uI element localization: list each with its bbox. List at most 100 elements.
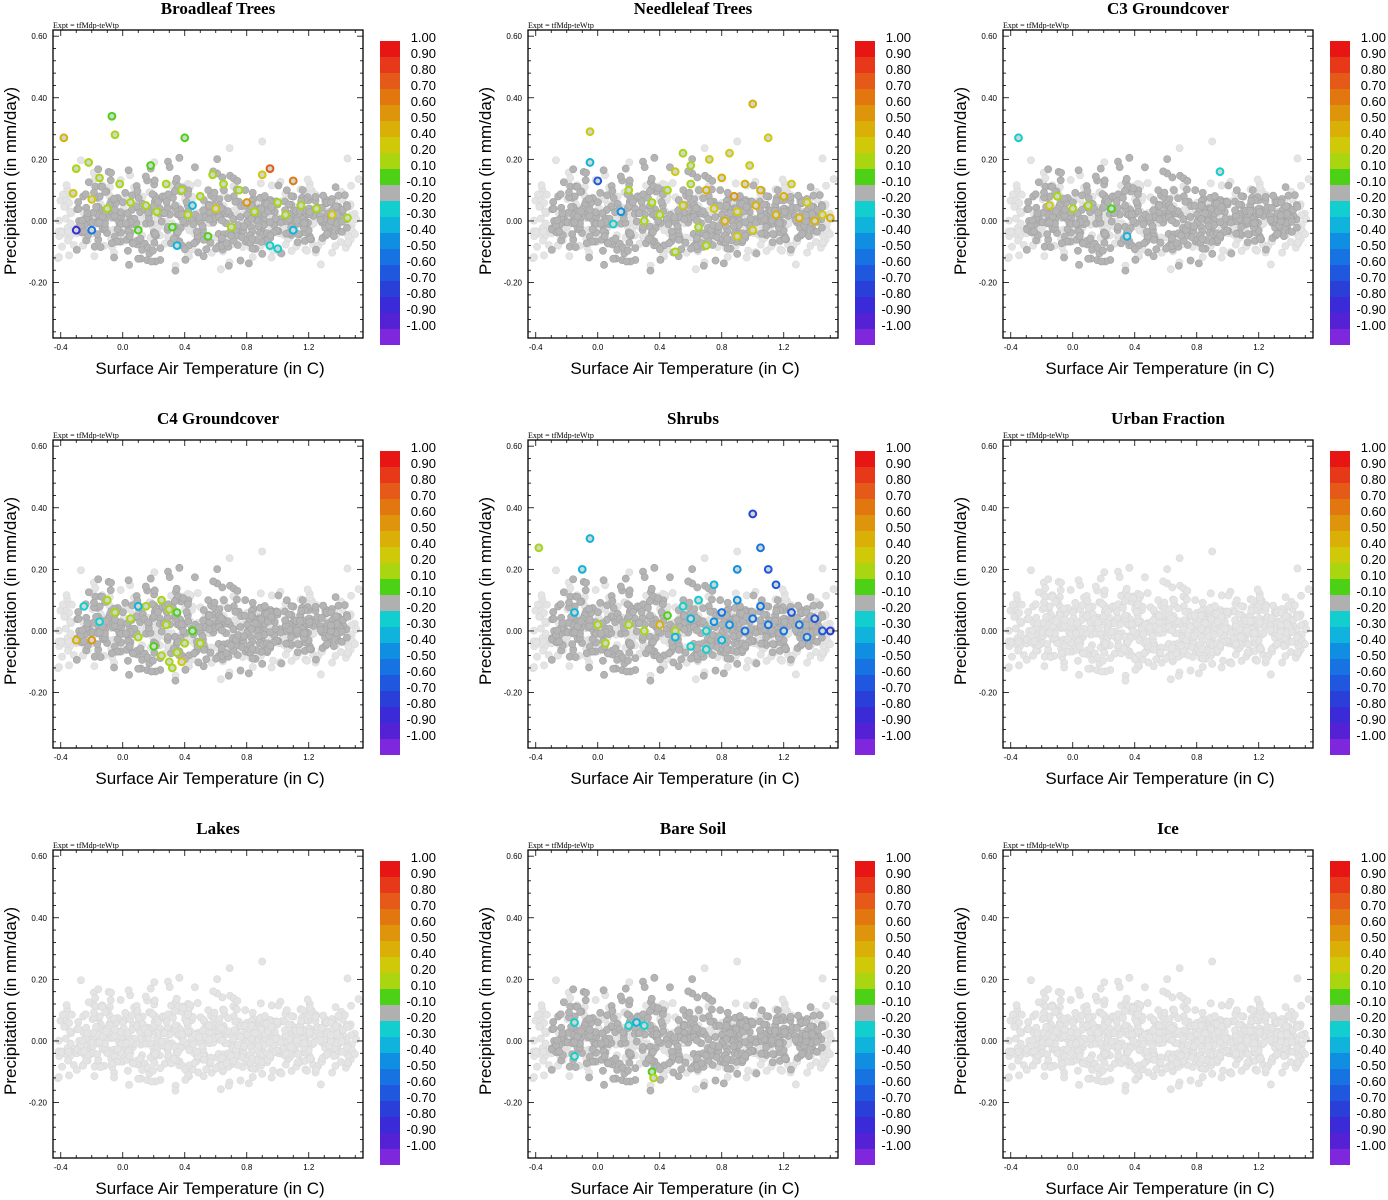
neutral-point xyxy=(1121,201,1129,210)
neutral-point xyxy=(141,172,150,181)
data-point xyxy=(71,225,81,235)
background-point xyxy=(818,154,827,163)
background-point xyxy=(1175,144,1184,152)
background-point xyxy=(60,202,69,211)
neutral-point xyxy=(129,649,137,658)
data-point xyxy=(585,127,595,137)
background-point xyxy=(552,156,560,165)
background-point xyxy=(267,591,276,600)
background-point xyxy=(541,629,550,638)
neutral-point xyxy=(199,662,208,671)
background-point xyxy=(540,661,548,670)
colorbar-swatch xyxy=(380,89,400,105)
neutral-point xyxy=(593,198,602,207)
neutral-point xyxy=(599,246,607,255)
neutral-point xyxy=(549,198,558,206)
neutral-point xyxy=(1044,165,1053,174)
data-point xyxy=(273,198,283,207)
neutral-point xyxy=(665,239,674,248)
colorbar-swatch xyxy=(380,217,400,233)
neutral-point xyxy=(1198,234,1207,243)
neutral-point xyxy=(1159,167,1168,176)
neutral-point xyxy=(599,166,608,175)
neutral-point xyxy=(1255,208,1264,216)
neutral-point xyxy=(107,239,116,248)
neutral-point xyxy=(1141,163,1149,172)
neutral-point xyxy=(217,626,226,635)
background-point xyxy=(778,585,787,594)
x-tick-label: 1.2 xyxy=(778,343,790,352)
data-point xyxy=(593,176,603,186)
neutral-point xyxy=(1104,198,1112,206)
neutral-point xyxy=(136,234,145,243)
data-point xyxy=(161,620,171,630)
colorbar-swatch xyxy=(1330,201,1350,217)
neutral-point xyxy=(1155,201,1164,210)
background-point xyxy=(539,227,548,236)
neutral-point xyxy=(181,255,190,264)
background-point xyxy=(532,638,541,647)
colorbar-swatch xyxy=(380,659,400,675)
neutral-point xyxy=(568,230,577,238)
data-point xyxy=(126,198,135,207)
background-point xyxy=(66,617,74,626)
colorbar-swatch xyxy=(855,153,875,169)
background-point xyxy=(1100,158,1109,167)
background-point xyxy=(1010,202,1019,211)
neutral-point xyxy=(218,234,226,243)
neutral-point xyxy=(146,574,155,583)
colorbar-swatch xyxy=(380,499,400,515)
background-point xyxy=(1255,183,1264,192)
neutral-point xyxy=(1197,215,1206,223)
colorbar-label: 0.90 xyxy=(1361,46,1386,61)
background-point xyxy=(744,246,752,255)
background-point xyxy=(267,253,276,262)
neutral-point xyxy=(818,202,827,211)
background-point xyxy=(822,181,830,190)
neutral-point xyxy=(646,266,655,275)
neutral-point xyxy=(1288,227,1296,236)
neutral-point xyxy=(222,649,231,658)
neutral-point xyxy=(726,209,735,218)
neutral-point xyxy=(806,593,815,601)
background-point xyxy=(791,260,800,269)
neutral-point xyxy=(775,219,784,228)
neutral-point xyxy=(1163,155,1172,164)
data-point xyxy=(729,191,739,201)
data-point xyxy=(751,201,761,210)
colorbar-swatch xyxy=(855,41,875,57)
data-point xyxy=(183,210,193,220)
neutral-point xyxy=(129,239,137,248)
y-tick-label: 0.40 xyxy=(506,94,522,103)
colorbar-swatch xyxy=(380,73,400,89)
background-point xyxy=(281,240,290,249)
neutral-point xyxy=(148,190,157,199)
colorbar-swatch xyxy=(1330,313,1350,329)
panel-title: Needleleaf Trees xyxy=(634,0,753,18)
neutral-point xyxy=(319,191,328,200)
neutral-point xyxy=(1106,244,1115,252)
background-point xyxy=(591,586,600,594)
x-tick-label: 0.8 xyxy=(241,753,253,762)
neutral-point xyxy=(599,576,608,585)
neutral-point xyxy=(813,227,821,236)
data-point xyxy=(802,198,812,207)
data-point xyxy=(763,133,773,143)
neutral-point xyxy=(157,217,166,226)
neutral-point xyxy=(635,209,644,217)
background-point xyxy=(723,663,732,671)
background-point xyxy=(537,591,546,599)
data-point xyxy=(585,158,595,167)
data-point xyxy=(172,648,182,657)
neutral-point xyxy=(1091,172,1100,181)
colorbar-swatch xyxy=(380,201,400,217)
x-tick-label: -0.4 xyxy=(529,343,543,352)
background-point xyxy=(742,591,751,600)
neutral-point xyxy=(1045,218,1054,227)
data-point xyxy=(68,188,78,198)
colorbar-label: -0.30 xyxy=(406,616,436,631)
background-point xyxy=(65,251,73,260)
neutral-point xyxy=(306,234,315,243)
colorbar-label: -0.30 xyxy=(406,206,436,221)
neutral-point xyxy=(1075,232,1084,241)
